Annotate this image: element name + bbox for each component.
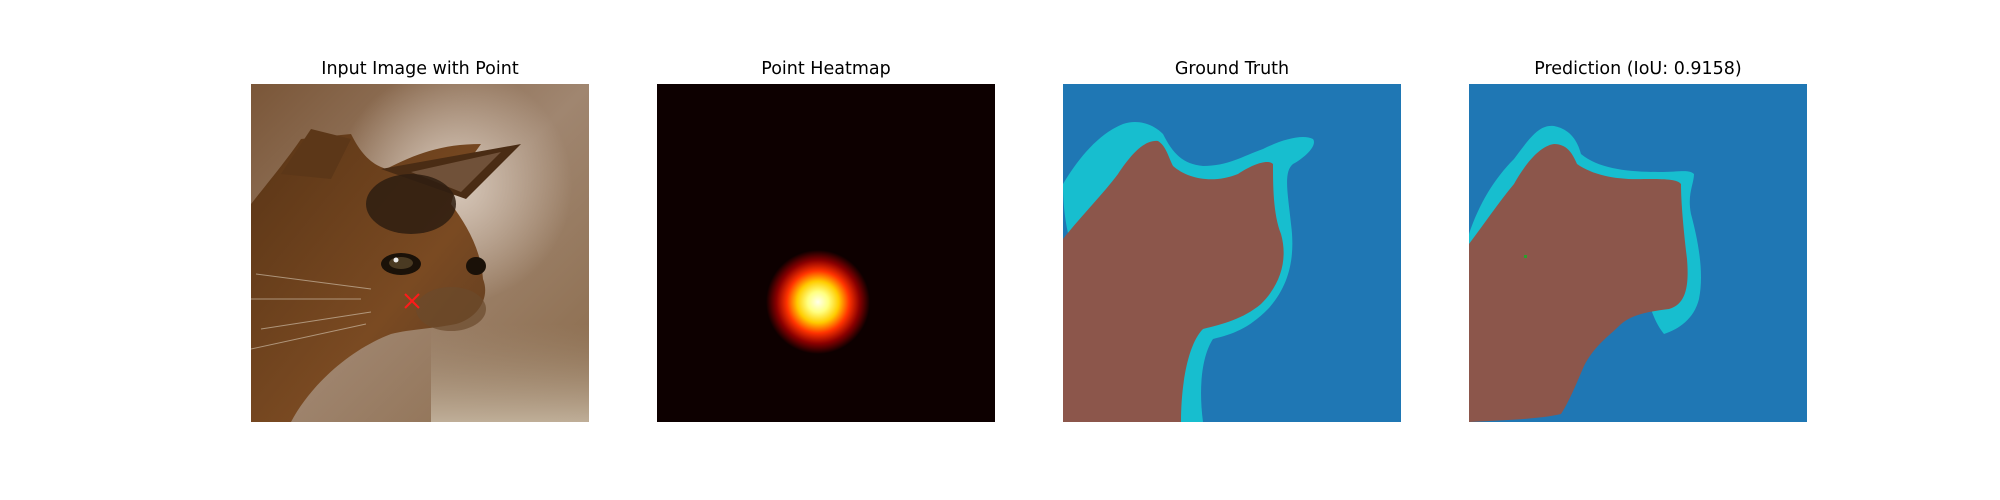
point-marker-x-icon [404,293,420,309]
point-heatmap-image [657,84,995,422]
panel-title: Ground Truth [1174,59,1290,79]
panel-title: Input Image with Point [321,59,519,79]
ground-truth-mask [1063,84,1401,422]
point-heatmap-panel: Point Heatmap [657,58,995,440]
input-image-panel: Input Image with Point [251,58,589,440]
prediction-mask [1469,84,1807,422]
cat-photo-image [251,84,589,422]
ground-truth-panel: Ground Truth [1063,58,1401,440]
panel-title: Point Heatmap [761,59,891,79]
prediction-panel: Prediction (IoU: 0.9158) [1469,58,1807,440]
panel-title: Prediction (IoU: 0.9158) [1534,59,1742,79]
